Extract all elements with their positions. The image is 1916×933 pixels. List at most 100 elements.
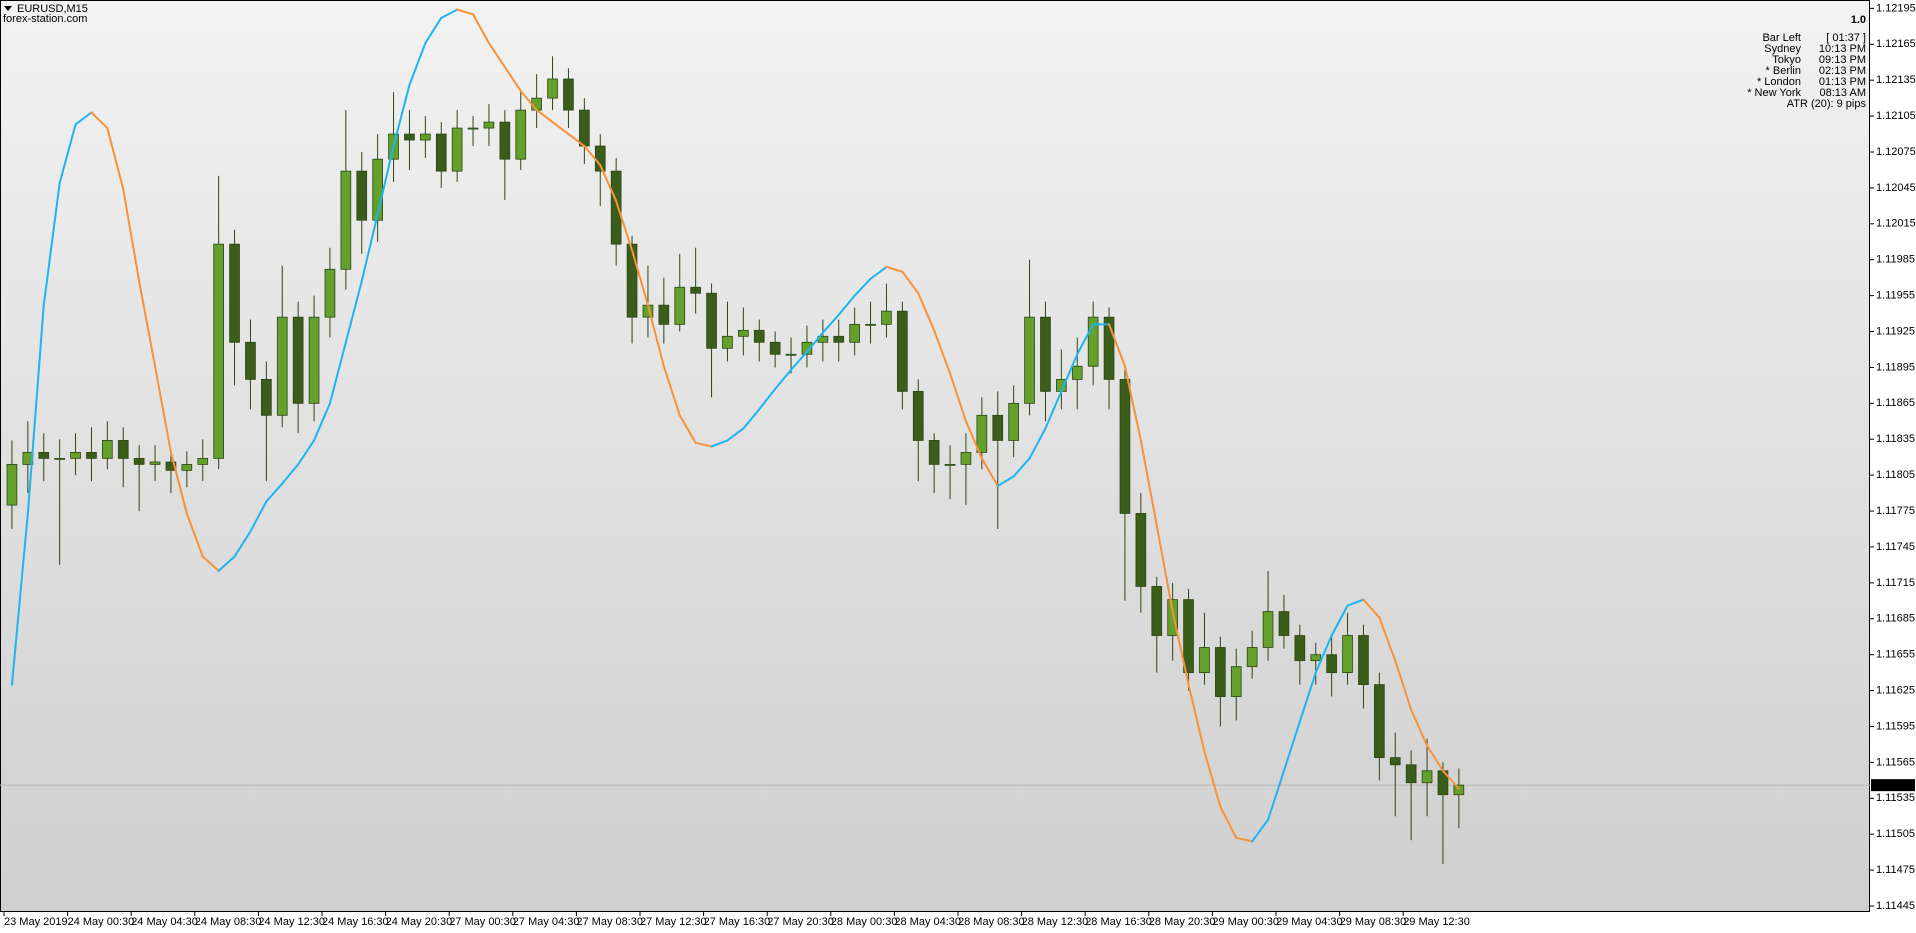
candle-body — [229, 243, 240, 343]
y-tick-label: 1.12195 — [1876, 2, 1916, 14]
x-tick-label: 28 May 20:30 — [1149, 916, 1216, 928]
candle-body — [117, 440, 129, 459]
indicator-segment — [805, 331, 824, 353]
candle-body — [738, 329, 749, 337]
indicator-segment — [1394, 659, 1413, 711]
indicator-segment — [599, 164, 618, 203]
x-tick-label: 27 May 12:30 — [640, 916, 707, 928]
axis-layer: 1.11445 1.11475 1.11505 1.11535 1.11565 1.115… — [3, 2, 1916, 928]
info-value: 09:13 PM — [1819, 54, 1866, 66]
info-label: * Berlin — [1766, 65, 1801, 77]
indicator-segment — [42, 182, 61, 307]
indicator-segment — [853, 277, 872, 297]
candle-body — [865, 323, 876, 326]
candle-layer — [6, 56, 1465, 865]
candle-body — [420, 133, 431, 141]
indicator-segment — [122, 188, 141, 283]
indicator-segment — [678, 414, 697, 444]
info-label: * New York — [1747, 87, 1801, 99]
candle-body — [674, 286, 686, 325]
indicator-segment — [1171, 610, 1190, 686]
x-tick-label: 24 May 00:30 — [68, 916, 135, 928]
candle-body — [1294, 635, 1306, 662]
indicator-segment — [631, 249, 649, 307]
candle-body — [1167, 599, 1178, 636]
y-tick-label: 1.11865 — [1876, 397, 1915, 409]
candle-body — [610, 170, 622, 245]
candle-body — [1310, 654, 1322, 662]
indicator-segment — [1203, 750, 1222, 808]
x-tick-label: 29 May 08:30 — [1340, 916, 1407, 928]
indicator-segment — [1108, 323, 1126, 368]
indicator-segment — [758, 387, 777, 411]
indicator-segment — [154, 365, 172, 454]
indicator-segment — [535, 109, 554, 124]
candle-body — [547, 78, 558, 99]
candle-body — [1326, 654, 1337, 674]
candle-body — [54, 457, 65, 460]
candle-body — [38, 452, 50, 459]
x-tick-label: 23 May 2019 — [4, 916, 68, 928]
indicator-segment — [487, 42, 506, 69]
candle-body — [467, 127, 479, 130]
candle-body — [213, 243, 224, 459]
indicator-segment — [901, 270, 920, 295]
candle-body — [785, 353, 797, 356]
x-tick-label: 27 May 00:30 — [449, 916, 516, 928]
indicator-segment — [710, 439, 729, 448]
y-tick-label: 1.12165 — [1876, 38, 1916, 50]
indicator-segment — [790, 350, 808, 371]
candle-body — [928, 440, 940, 465]
y-tick-label: 1.11565 — [1876, 756, 1915, 768]
indicator-segment — [949, 372, 967, 423]
indicator-segment — [1282, 720, 1301, 772]
candle-body — [1246, 647, 1258, 668]
candle-body — [1040, 316, 1051, 392]
x-tick-label: 27 May 04:30 — [513, 916, 580, 928]
indicator-segment — [249, 500, 268, 533]
candle-body — [833, 335, 845, 343]
candle-body — [1199, 647, 1210, 674]
y-tick-label: 1.11895 — [1876, 361, 1915, 373]
y-tick-label: 1.11835 — [1876, 433, 1915, 445]
candle-body — [658, 304, 670, 325]
indicator-segment — [1267, 769, 1285, 821]
info-value: 01:13 PM — [1819, 76, 1866, 88]
indicator-segment — [424, 16, 443, 45]
indicator-segment — [1362, 598, 1381, 619]
y-tick-label: 1.12105 — [1876, 110, 1916, 122]
candle-body — [308, 316, 320, 404]
candle-body — [1071, 365, 1083, 380]
candle-body — [1358, 635, 1369, 685]
y-tick-label: 1.11715 — [1876, 577, 1915, 589]
candle-body — [276, 316, 288, 416]
indicator-segment — [726, 427, 745, 442]
indicator-segment — [1028, 427, 1047, 460]
y-tick-label: 1.11445 — [1876, 900, 1915, 912]
y-tick-label: 1.11985 — [1876, 254, 1915, 266]
x-tick-label: 29 May 12:30 — [1403, 916, 1470, 928]
indicator-segment — [169, 451, 188, 515]
candle-body — [324, 268, 336, 318]
y-tick-label: 1.11505 — [1876, 828, 1915, 840]
indicator-segment — [26, 304, 45, 515]
indicator-segment — [583, 145, 602, 167]
candle-body — [1453, 784, 1465, 796]
x-tick-label: 24 May 12:30 — [258, 916, 325, 928]
indicator-segment — [265, 482, 284, 503]
candle-body — [1230, 666, 1242, 697]
indicator-segment — [1426, 744, 1444, 772]
candle-body — [133, 457, 145, 465]
candle-body — [181, 463, 193, 471]
info-label: * London — [1757, 76, 1801, 88]
candle-body — [992, 414, 1004, 441]
indicator-segment — [742, 408, 761, 430]
candle-body — [706, 292, 717, 349]
y-tick-label: 1.11925 — [1876, 325, 1915, 337]
indicator-segment — [615, 200, 634, 252]
y-tick-label: 1.11595 — [1876, 720, 1915, 732]
candle-body — [1119, 379, 1131, 514]
indicator-segment — [472, 13, 490, 45]
candle-body — [944, 463, 956, 466]
indicator-segment — [774, 368, 793, 390]
